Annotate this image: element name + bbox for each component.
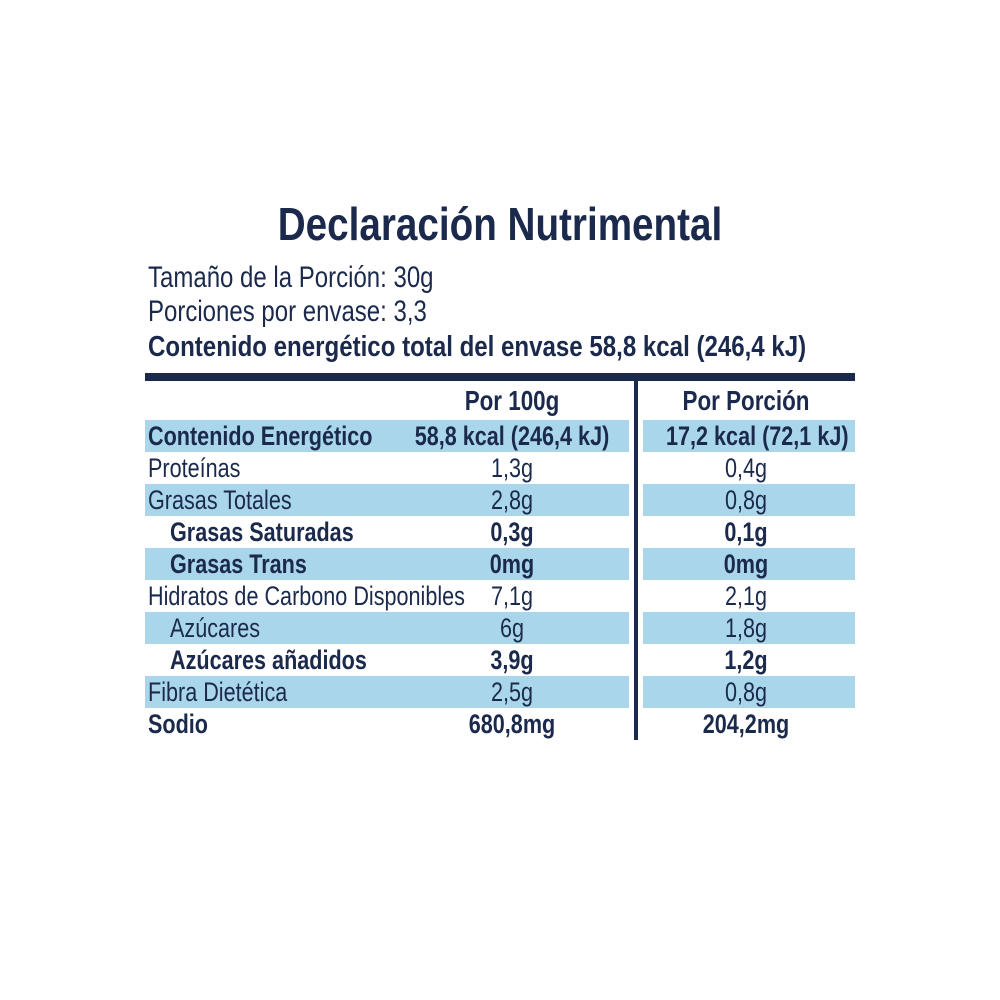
table-row: Grasas Saturadas 0,3g 0,1g xyxy=(145,516,855,548)
column-divider-line xyxy=(634,381,638,740)
nutrient-label: Azúcares añadidos xyxy=(170,645,367,675)
table-row: Hidratos de Carbono Disponibles 7,1g 2,1… xyxy=(145,580,855,612)
total-energy-text: Contenido energético total del envase 58… xyxy=(148,331,807,363)
per-portion-value: 0,1g xyxy=(724,517,768,547)
nutrient-label: Proteínas xyxy=(148,453,241,483)
serving-size-text: Tamaño de la Porción: 30g xyxy=(148,261,434,294)
nutrient-label: Hidratos de Carbono Disponibles xyxy=(148,581,465,611)
table-row: Grasas Totales 2,8g 0,8g xyxy=(145,484,855,516)
nutrient-label: Azúcares xyxy=(170,613,261,643)
nutrient-label: Grasas Saturadas xyxy=(170,517,354,547)
table-row: Fibra Dietética 2,5g 0,8g xyxy=(145,676,855,708)
per-100g-value: 680,8mg xyxy=(468,709,556,739)
table-top-rule xyxy=(145,373,855,381)
table-header-row: Por 100g Por Porción xyxy=(145,381,855,420)
per-100g-value: 0,3g xyxy=(490,517,534,547)
table-row: Azúcares 6g 1,8g xyxy=(145,612,855,644)
per-portion-value: 1,8g xyxy=(724,613,768,643)
table-row: Azúcares añadidos 3,9g 1,2g xyxy=(145,644,855,676)
nutrient-label: Grasas Trans xyxy=(170,549,307,579)
per-portion-value: 1,2g xyxy=(724,645,768,675)
per-100g-value: 2,5g xyxy=(490,677,534,707)
per-portion-value: 0mg xyxy=(723,549,769,579)
table-row: Sodio 680,8mg 204,2mg xyxy=(145,708,855,740)
column-header-per-portion: Por Porción xyxy=(682,385,810,416)
table-row: Proteínas 1,3g 0,4g xyxy=(145,452,855,484)
nutrient-label: Grasas Totales xyxy=(148,485,292,515)
column-header-per-100g: Por 100g xyxy=(464,385,560,416)
per-100g-value: 1,3g xyxy=(490,453,534,483)
page-title: Declaración Nutrimental xyxy=(277,198,723,250)
nutrition-table: Por 100g Por Porción Contenido Energétic… xyxy=(145,381,855,740)
servings-per-pack-text: Porciones por envase: 3,3 xyxy=(148,295,427,328)
nutrient-label: Sodio xyxy=(148,709,208,739)
per-portion-value: 0,4g xyxy=(724,453,768,483)
per-100g-value: 0mg xyxy=(489,549,535,579)
per-100g-value: 2,8g xyxy=(490,485,534,515)
per-portion-value: 0,8g xyxy=(724,677,768,707)
table-body: Contenido Energético 58,8 kcal (246,4 kJ… xyxy=(145,420,855,740)
nutrient-label: Fibra Dietética xyxy=(148,677,288,707)
per-100g-value: 3,9g xyxy=(490,645,534,675)
serving-info-block: Tamaño de la Porción: 30g Porciones por … xyxy=(148,261,858,365)
per-100g-value: 58,8 kcal (246,4 kJ) xyxy=(414,421,610,451)
per-portion-value: 0,8g xyxy=(724,485,768,515)
per-100g-value: 6g xyxy=(499,613,525,643)
per-portion-value: 2,1g xyxy=(724,581,768,611)
table-row: Grasas Trans 0mg 0mg xyxy=(145,548,855,580)
table-row: Contenido Energético 58,8 kcal (246,4 kJ… xyxy=(145,420,855,452)
nutrient-label: Contenido Energético xyxy=(148,421,373,451)
per-portion-value: 17,2 kcal (72,1 kJ) xyxy=(666,421,849,451)
per-100g-value: 7,1g xyxy=(490,581,534,611)
per-portion-value: 204,2mg xyxy=(702,709,790,739)
